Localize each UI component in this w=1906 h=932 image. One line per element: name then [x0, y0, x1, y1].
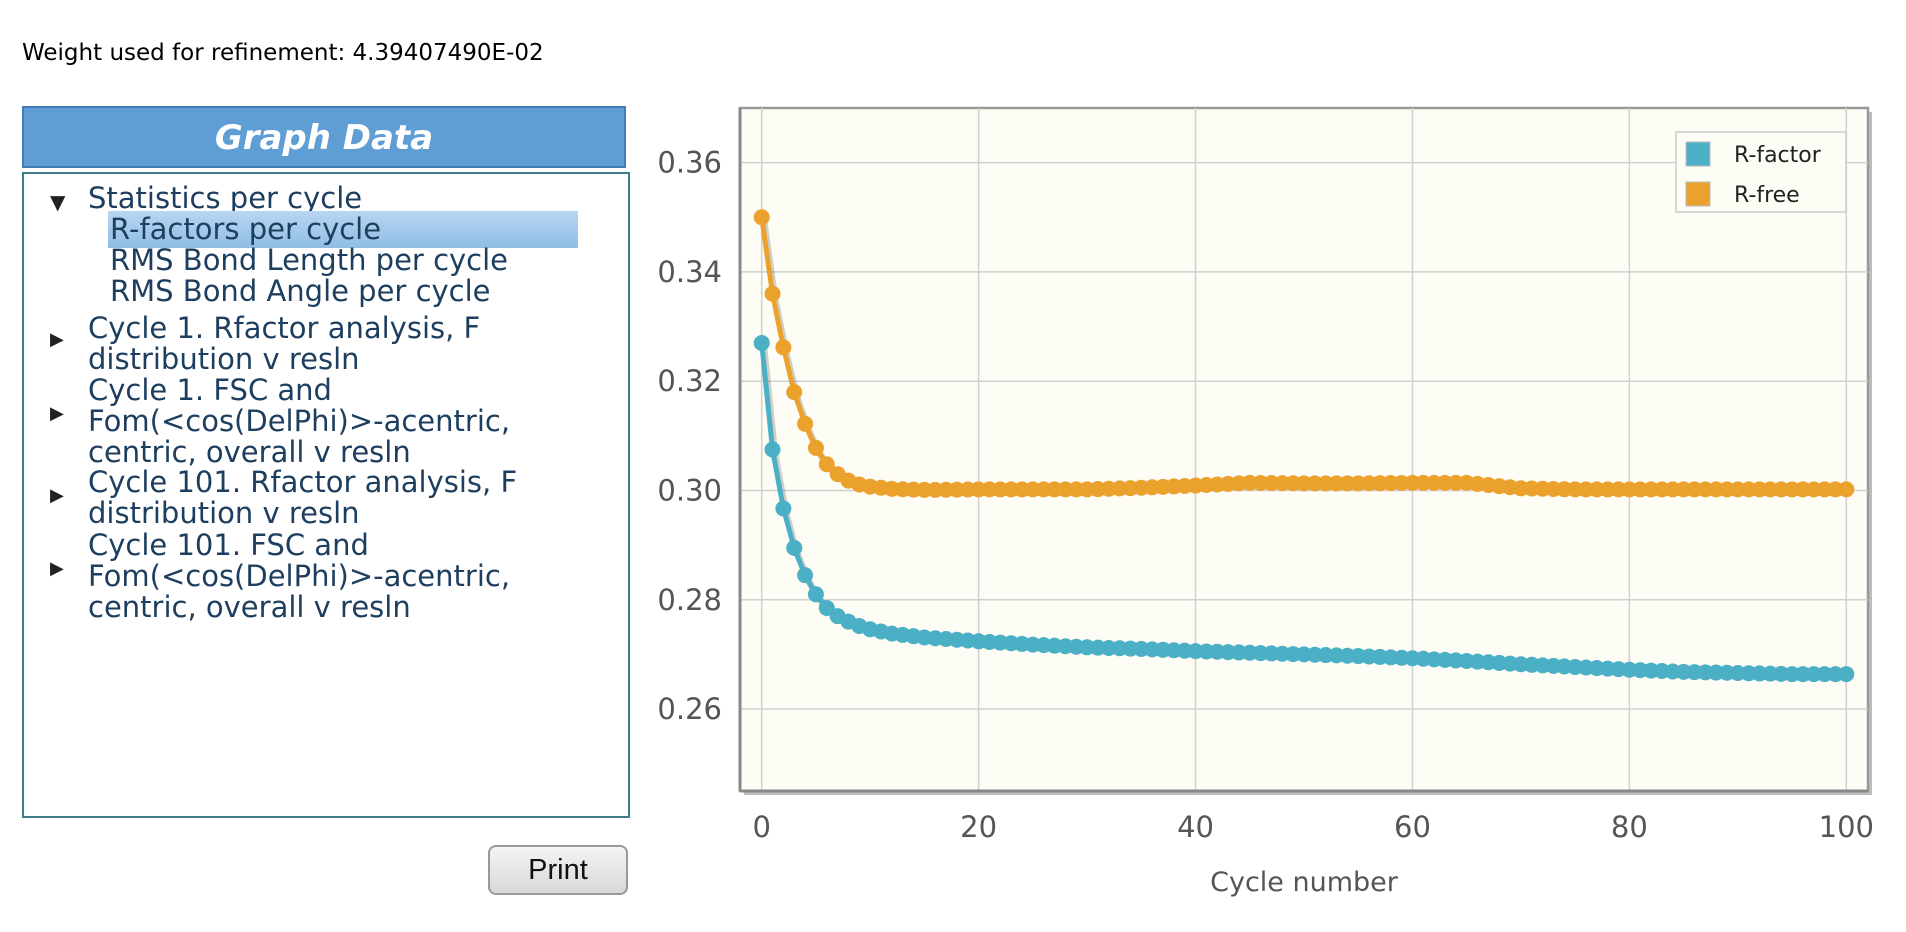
x-axis-title: Cycle number [1210, 867, 1399, 898]
data-point [753, 334, 770, 351]
data-point [807, 586, 824, 603]
tree-node-line: Cycle 1. Rfactor analysis, F [88, 311, 481, 345]
graph-data-panel: Graph Data ▼ Statistics per cycle R-fact… [22, 106, 630, 818]
data-point [775, 500, 792, 517]
data-point [807, 439, 824, 456]
collapsed-triangle-icon[interactable]: ▶ [50, 403, 64, 424]
y-tick-label: 0.34 [657, 255, 722, 289]
legend-swatch [1685, 181, 1711, 207]
tree-node-cycle-101-fsc-fom[interactable]: Cycle 101. FSC and Fom(<cos(DelPhi)>-ace… [88, 527, 510, 626]
data-point [818, 456, 835, 473]
tree-node-line: Cycle 101. Rfactor analysis, F [88, 465, 518, 499]
tree-node-cycle-1-fsc-fom[interactable]: Cycle 1. FSC and Fom(<cos(DelPhi)>-acent… [88, 372, 510, 471]
tree-node-line: Cycle 101. FSC and [88, 528, 369, 562]
tree-node-line: distribution v resln [88, 342, 360, 376]
data-point [1838, 481, 1855, 498]
data-point [764, 441, 781, 458]
data-point [775, 339, 792, 356]
tree-item-rms-bond-length-per-cycle[interactable]: RMS Bond Length per cycle [110, 243, 509, 277]
tree-node-line: Fom(<cos(DelPhi)>-acentric, [88, 404, 511, 438]
tree-node-cycle-101-rfactor-analysis[interactable]: Cycle 101. Rfactor analysis, F distribut… [88, 464, 517, 532]
expanded-triangle-icon[interactable]: ▼ [50, 190, 66, 214]
y-tick-label: 0.36 [657, 146, 722, 180]
collapsed-triangle-icon[interactable]: ▶ [50, 558, 64, 579]
y-tick-label: 0.28 [657, 583, 722, 617]
graph-data-tree: ▼ Statistics per cycle R-factors per cyc… [22, 172, 630, 818]
data-point [797, 415, 814, 432]
legend-label: R-factor [1734, 143, 1822, 168]
data-point [818, 599, 835, 616]
y-tick-label: 0.26 [657, 692, 722, 726]
graph-data-header: Graph Data [22, 106, 626, 168]
tree-item-r-factors-per-cycle[interactable]: R-factors per cycle [108, 211, 578, 248]
legend-label: R-free [1734, 183, 1800, 208]
x-tick-label: 60 [1394, 810, 1431, 844]
tree-node-line: centric, overall v resln [88, 435, 411, 469]
data-point [764, 285, 781, 302]
r-factor-chart: 0 20 40 60 80 100 0.26 0.28 0.30 0.32 0.34 0.36 Cycl… [657, 106, 1874, 898]
tree-node-line: Fom(<cos(DelPhi)>-acentric, [88, 559, 511, 593]
x-tick-label: 0 [752, 810, 770, 844]
x-tick-label: 100 [1819, 810, 1874, 844]
data-point [753, 209, 770, 226]
collapsed-triangle-icon[interactable]: ▶ [50, 485, 64, 506]
x-tick-label: 80 [1611, 810, 1648, 844]
tree-node-line: distribution v resln [88, 496, 360, 530]
legend-swatch [1685, 141, 1711, 167]
tree-node-cycle-1-rfactor-analysis[interactable]: Cycle 1. Rfactor analysis, F distributio… [88, 310, 480, 378]
tree-node-statistics-per-cycle[interactable]: Statistics per cycle [88, 181, 363, 215]
data-point [786, 384, 803, 401]
tree-node-line: centric, overall v resln [88, 590, 411, 624]
data-point [1838, 666, 1855, 683]
y-tick-label: 0.30 [657, 473, 722, 507]
print-button[interactable]: Print [488, 845, 628, 895]
refinement-weight-text: Weight used for refinement: 4.39407490E-… [22, 40, 544, 66]
tree-item-rms-bond-angle-per-cycle[interactable]: RMS Bond Angle per cycle [110, 274, 491, 308]
x-tick-label: 20 [960, 810, 997, 844]
data-point [797, 567, 814, 584]
collapsed-triangle-icon[interactable]: ▶ [50, 329, 64, 350]
data-point [786, 539, 803, 556]
x-tick-label: 40 [1177, 810, 1214, 844]
y-tick-label: 0.32 [657, 364, 722, 398]
tree-node-line: Cycle 1. FSC and [88, 373, 332, 407]
